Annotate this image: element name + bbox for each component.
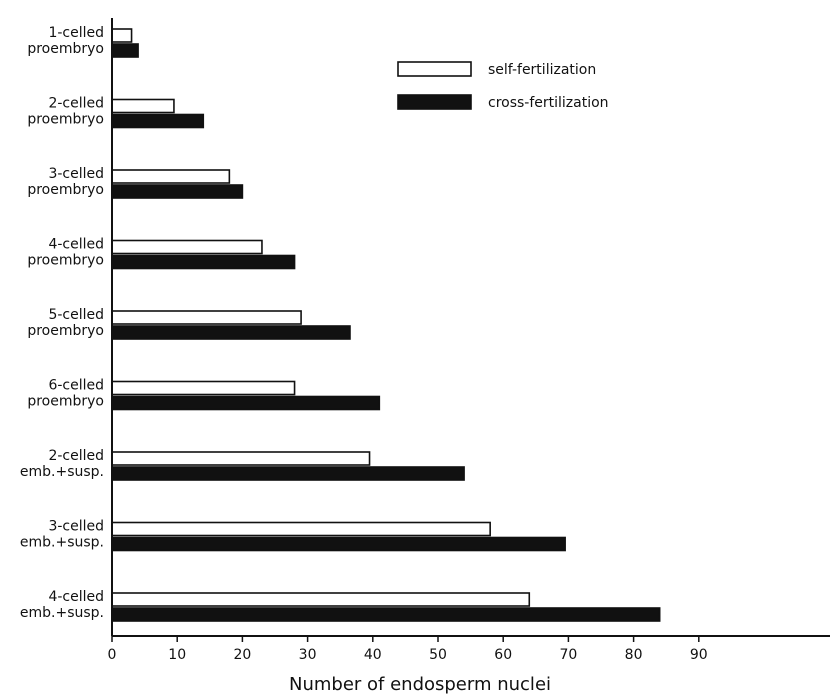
bar-self-2 (111, 169, 231, 184)
category-label-5-0: 6-celled (48, 378, 104, 394)
category-label-7-0: 3-celled (48, 519, 104, 535)
category-label-8-0: 4-celled (48, 589, 104, 605)
category-label-2-0: 3-celled (48, 166, 104, 182)
category-label-1-1: proembryo (27, 112, 104, 128)
bar-self-1 (111, 98, 175, 114)
bar-cross-4 (111, 325, 351, 340)
x-tick-label-50: 50 (429, 647, 447, 663)
category-label-8-1: emb.+susp. (20, 605, 104, 621)
bar-cross-2 (111, 184, 244, 199)
x-tick-label-30: 30 (299, 647, 317, 663)
legend-label-self: self-fertilization (488, 62, 596, 78)
category-label-0-1: proembryo (27, 41, 104, 57)
legend-swatch-self (397, 61, 472, 77)
category-label-3-1: proembryo (27, 253, 104, 269)
bar-cross-1 (111, 113, 205, 129)
bar-self-4 (111, 310, 302, 325)
bar-self-0 (111, 28, 133, 43)
x-tick-label-90: 90 (690, 647, 708, 663)
bar-cross-8 (111, 607, 661, 622)
bar-cross-6 (111, 466, 465, 481)
x-tick-label-0: 0 (108, 647, 117, 663)
bar-self-8 (111, 592, 531, 607)
x-tick-label-20: 20 (233, 647, 251, 663)
x-tick-label-10: 10 (168, 647, 186, 663)
x-tick-label-40: 40 (364, 647, 382, 663)
x-axis-title: Number of endosperm nuclei (289, 674, 551, 695)
bar-cross-7 (111, 536, 566, 552)
category-label-4-0: 5-celled (48, 307, 104, 323)
bar-cross-0 (111, 43, 139, 58)
x-ticks: 0 10 20 30 40 50 60 70 80 90 (108, 636, 708, 663)
category-labels: 1-celledproembryo2-celledproembryo3-cell… (20, 25, 104, 621)
category-label-1-0: 2-celled (48, 96, 104, 112)
bar-self-5 (111, 380, 296, 396)
bar-cross-3 (111, 254, 296, 270)
category-label-7-1: emb.+susp. (20, 535, 104, 551)
bar-cross-5 (111, 395, 381, 411)
legend: self-fertilization cross-fertilization (397, 61, 609, 111)
bar-self-6 (111, 451, 371, 466)
category-label-3-0: 4-celled (48, 237, 104, 253)
category-label-5-1: proembryo (27, 394, 104, 410)
category-label-2-1: proembryo (27, 182, 104, 198)
bar-self-3 (111, 239, 263, 255)
category-label-6-0: 2-celled (48, 448, 104, 464)
bar-self-7 (111, 521, 491, 537)
category-label-6-1: emb.+susp. (20, 464, 104, 480)
category-label-0-0: 1-celled (48, 25, 104, 41)
bars-group (111, 28, 661, 622)
category-label-4-1: proembryo (27, 323, 104, 339)
legend-swatch-cross (397, 94, 472, 110)
legend-label-cross: cross-fertilization (488, 95, 609, 111)
x-tick-label-70: 70 (559, 647, 577, 663)
x-tick-label-80: 80 (625, 647, 643, 663)
x-tick-label-60: 60 (494, 647, 512, 663)
